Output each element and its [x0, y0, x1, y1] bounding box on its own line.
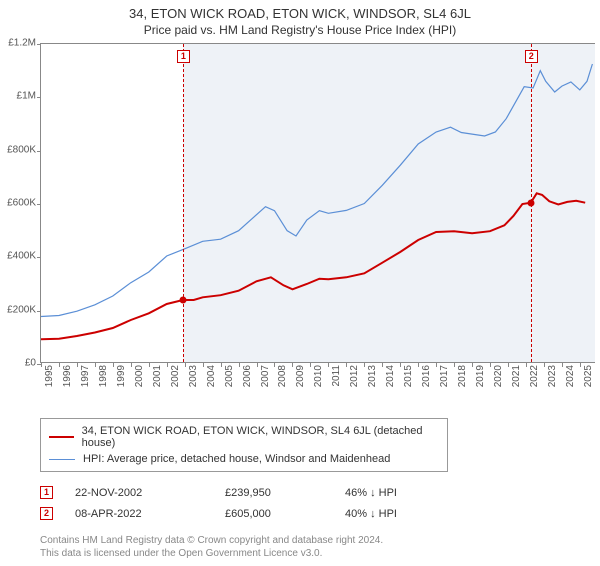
x-tick-label: 2010	[313, 365, 324, 387]
y-tick-label: £0	[25, 358, 36, 369]
x-tick-label: 1998	[98, 365, 109, 387]
x-tick-label: 1995	[44, 365, 55, 387]
x-tick-label: 2003	[188, 365, 199, 387]
plot-area: 12	[40, 43, 595, 363]
sale-marker: 1	[40, 486, 53, 499]
x-tick-label: 2007	[260, 365, 271, 387]
y-tick-label: £1M	[17, 91, 36, 102]
legend-label: HPI: Average price, detached house, Wind…	[83, 453, 390, 465]
series-hpi	[41, 64, 592, 317]
legend-swatch	[49, 459, 75, 460]
footer: Contains HM Land Registry data © Crown c…	[40, 534, 600, 560]
y-tick-label: £200K	[7, 304, 36, 315]
y-tick-label: £800K	[7, 144, 36, 155]
title: 34, ETON WICK ROAD, ETON WICK, WINDSOR, …	[0, 6, 600, 21]
line-series	[41, 44, 596, 364]
sale-row: 1 22-NOV-2002£239,95046% ↓ HPI	[40, 482, 600, 503]
x-tick-label: 2018	[457, 365, 468, 387]
x-tick-label: 2004	[206, 365, 217, 387]
marker-box: 1	[177, 50, 190, 63]
sale-price: £239,950	[225, 487, 345, 499]
subtitle: Price paid vs. HM Land Registry's House …	[0, 23, 600, 37]
x-tick-label: 2001	[152, 365, 163, 387]
sale-row: 2 08-APR-2022£605,00040% ↓ HPI	[40, 503, 600, 524]
legend-swatch	[49, 436, 74, 438]
x-tick-label: 2021	[511, 365, 522, 387]
y-tick-label: £400K	[7, 251, 36, 262]
legend-label: 34, ETON WICK ROAD, ETON WICK, WINDSOR, …	[82, 425, 439, 449]
x-tick-label: 1999	[116, 365, 127, 387]
x-tick-label: 2023	[547, 365, 558, 387]
sale-dot	[179, 297, 186, 304]
x-tick-label: 2005	[224, 365, 235, 387]
x-tick-label: 2011	[331, 365, 342, 387]
x-tick-label: 2019	[475, 365, 486, 387]
x-tick-label: 2013	[367, 365, 378, 387]
x-tick-label: 2012	[349, 365, 360, 387]
x-tick-label: 2014	[385, 365, 396, 387]
x-tick-label: 1996	[62, 365, 73, 387]
y-tick-label: £1.2M	[8, 38, 36, 49]
x-tick-label: 2020	[493, 365, 504, 387]
legend-item-price: 34, ETON WICK ROAD, ETON WICK, WINDSOR, …	[49, 423, 439, 451]
sale-diff: 46% ↓ HPI	[345, 487, 465, 499]
chart: 12 £0£200K£400K£600K£800K£1M£1.2M1995199…	[40, 43, 595, 378]
footer-line: Contains HM Land Registry data © Crown c…	[40, 534, 600, 547]
x-tick-label: 2000	[134, 365, 145, 387]
sale-marker: 2	[40, 507, 53, 520]
x-tick-label: 2008	[277, 365, 288, 387]
x-tick-label: 2015	[403, 365, 414, 387]
x-tick-label: 1997	[80, 365, 91, 387]
y-tick-label: £600K	[7, 198, 36, 209]
x-tick-label: 2016	[421, 365, 432, 387]
legend: 34, ETON WICK ROAD, ETON WICK, WINDSOR, …	[40, 418, 448, 472]
x-tick-label: 2002	[170, 365, 181, 387]
footer-line: This data is licensed under the Open Gov…	[40, 547, 600, 560]
sale-diff: 40% ↓ HPI	[345, 508, 465, 520]
x-tick-label: 2022	[529, 365, 540, 387]
x-tick-label: 2025	[583, 365, 594, 387]
sales-table: 1 22-NOV-2002£239,95046% ↓ HPI 2 08-APR-202…	[40, 482, 600, 524]
sale-date: 08-APR-2022	[75, 508, 225, 520]
x-tick-label: 2024	[565, 365, 576, 387]
marker-box: 2	[525, 50, 538, 63]
x-tick-label: 2006	[242, 365, 253, 387]
legend-item-hpi: HPI: Average price, detached house, Wind…	[49, 451, 439, 467]
sale-date: 22-NOV-2002	[75, 487, 225, 499]
sale-price: £605,000	[225, 508, 345, 520]
sale-dot	[527, 199, 534, 206]
x-tick-label: 2009	[295, 365, 306, 387]
x-tick-label: 2017	[439, 365, 450, 387]
